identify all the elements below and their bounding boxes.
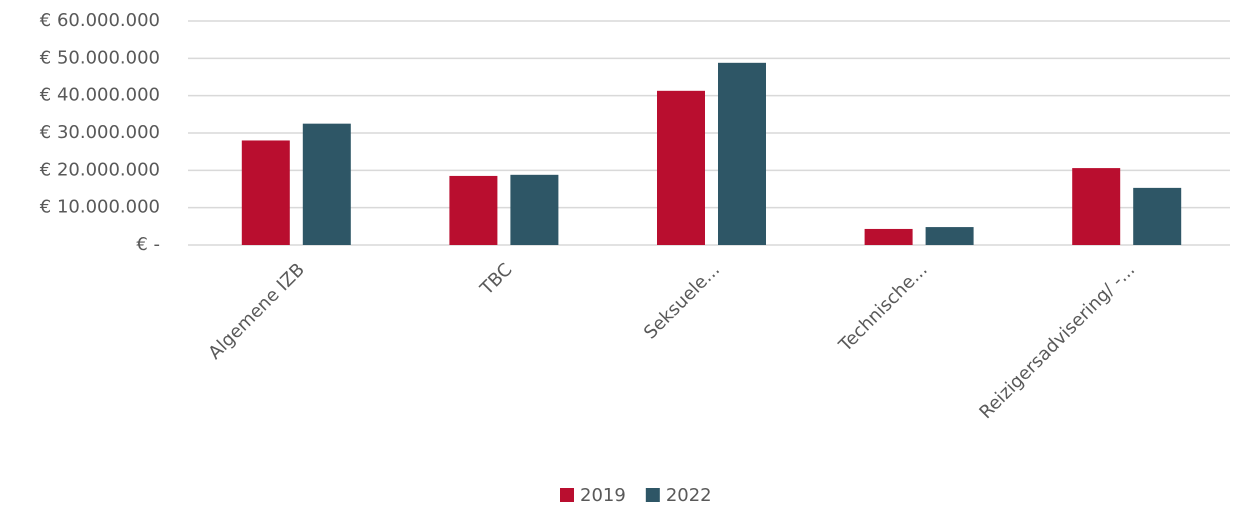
y-tick-label: € 60.000.000	[40, 10, 160, 31]
bar	[864, 228, 913, 245]
bar	[241, 140, 290, 245]
bar	[449, 175, 498, 245]
y-tick-label: € 30.000.000	[40, 122, 160, 143]
bar	[925, 227, 974, 245]
y-tick-label: € 10.000.000	[40, 197, 160, 218]
bar	[657, 90, 705, 246]
legend-label: 2022	[666, 485, 712, 506]
bar	[510, 174, 559, 245]
bar	[718, 62, 766, 246]
legend-swatch	[560, 488, 574, 502]
y-tick-label: € -	[136, 234, 160, 255]
x-tick-label: Reizigersadvisering/ -...	[975, 259, 1139, 423]
legend-label: 2019	[580, 485, 626, 506]
y-tick-label: € 20.000.000	[40, 159, 160, 180]
x-tick-label: Technische...	[834, 259, 931, 356]
legend-swatch	[645, 488, 660, 502]
y-tick-label: € 50.000.000	[40, 47, 160, 68]
bar	[1072, 168, 1121, 245]
x-tick-label: Algemene IZB	[204, 259, 308, 363]
x-tick-label: TBC	[476, 259, 517, 300]
bar	[302, 123, 351, 245]
bar	[1133, 187, 1182, 245]
y-tick-label: € 40.000.000	[40, 85, 160, 106]
x-tick-label: Seksuele...	[640, 259, 724, 343]
